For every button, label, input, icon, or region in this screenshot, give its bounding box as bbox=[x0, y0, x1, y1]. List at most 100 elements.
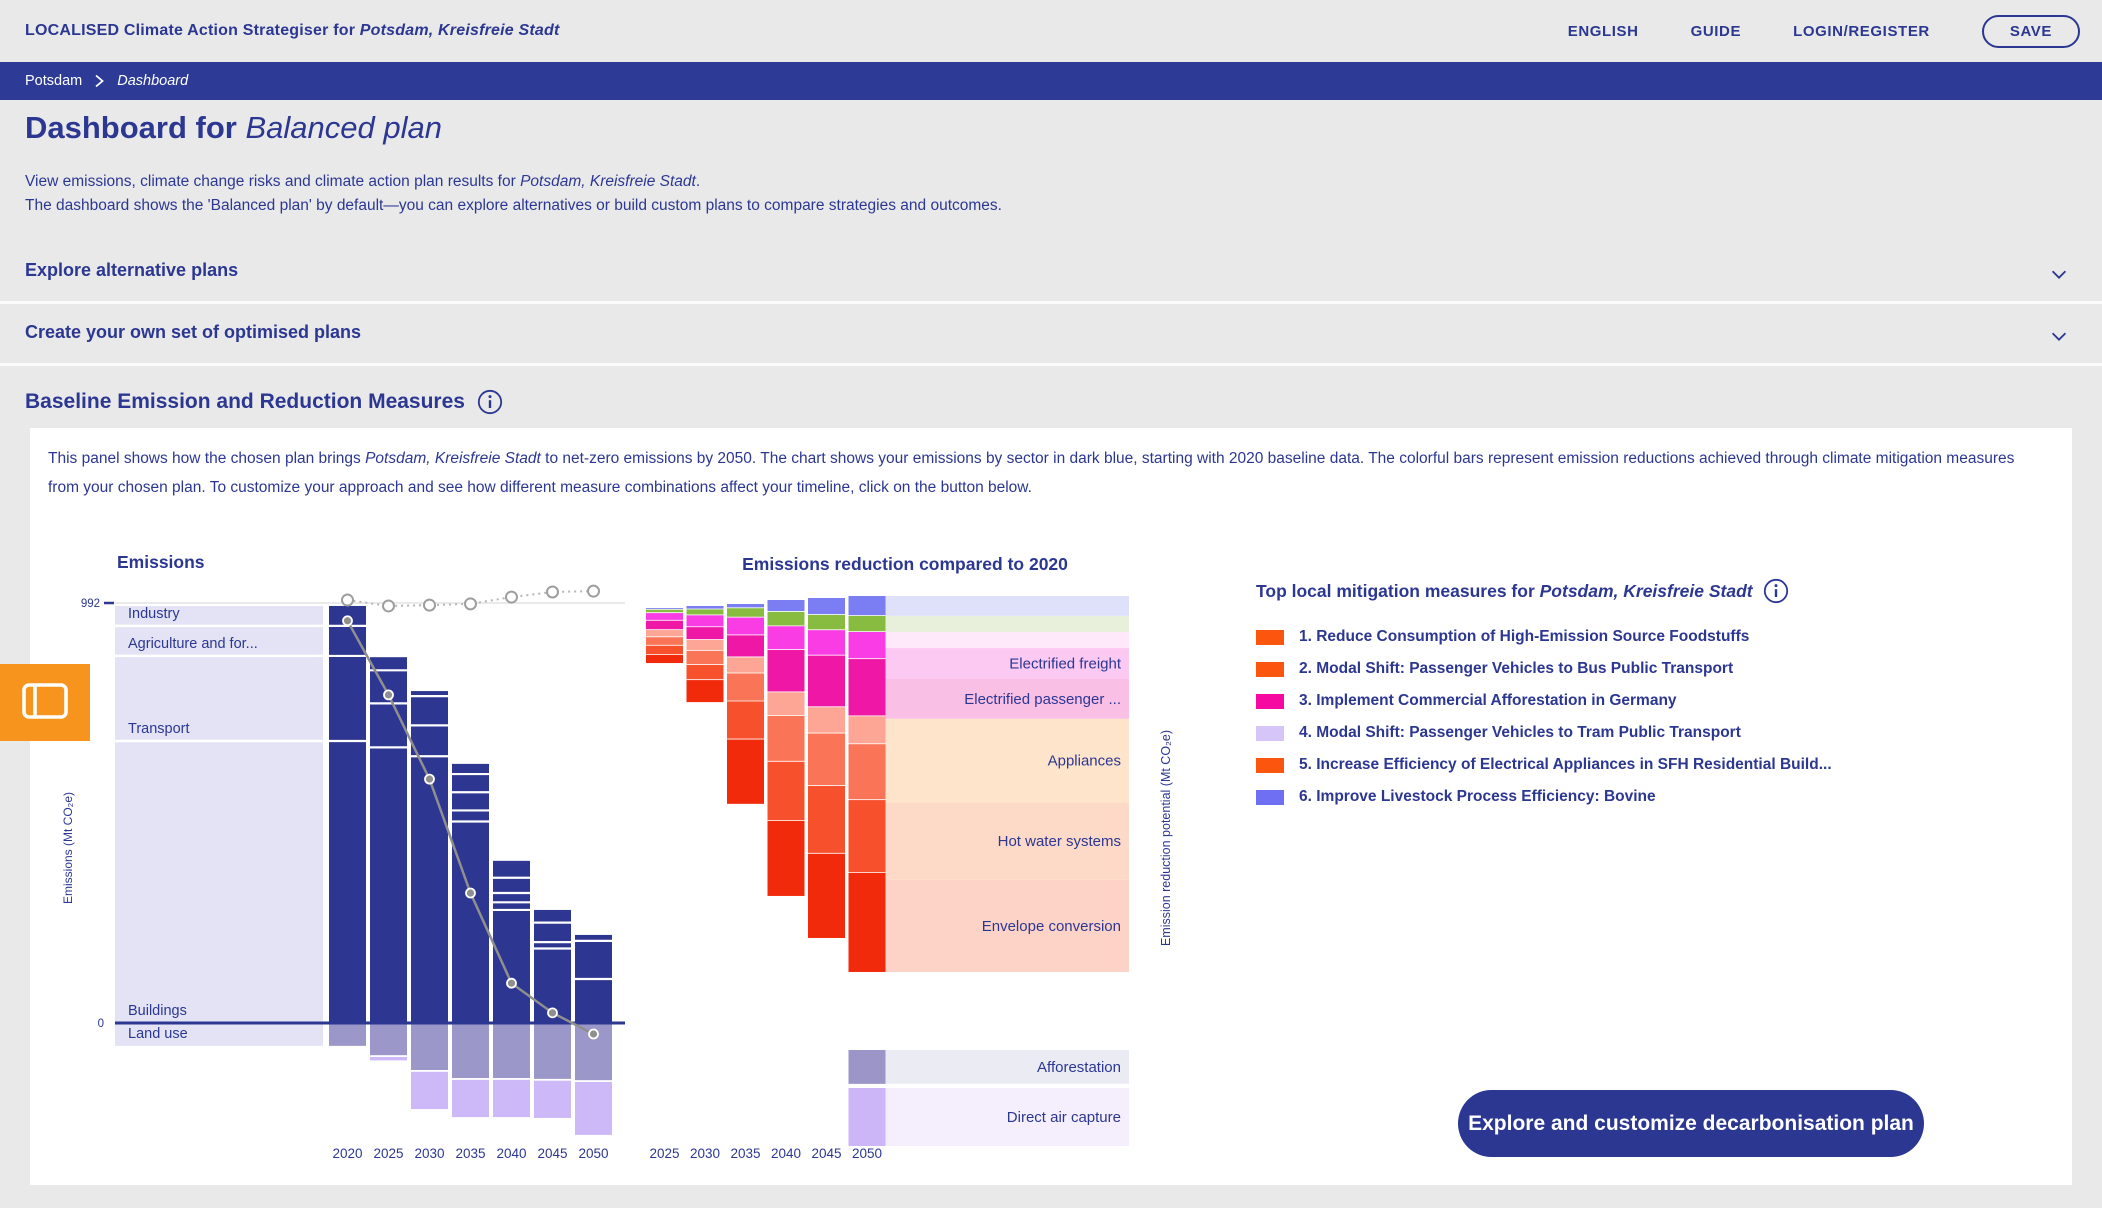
band-label: Envelope conversion bbox=[982, 918, 1121, 935]
emissions-bar-2030 bbox=[411, 691, 448, 1110]
sector-label: Land use bbox=[128, 1026, 188, 1042]
measure-swatch bbox=[1256, 629, 1284, 645]
emissions-bar-2040 bbox=[493, 860, 530, 1118]
x-axis-label: 2040 bbox=[496, 1146, 526, 1161]
band-label: Hot water systems bbox=[998, 833, 1121, 850]
nav-login-register[interactable]: LOGIN/REGISTER bbox=[1793, 22, 1930, 40]
band-label: Appliances bbox=[1048, 753, 1121, 770]
nav-english[interactable]: ENGLISH bbox=[1567, 22, 1639, 40]
top-nav: ENGLISH GUIDE LOGIN/REGISTER SAVE bbox=[1567, 14, 2080, 48]
x-axis-label: 2045 bbox=[811, 1146, 841, 1161]
x-axis-label: 2025 bbox=[373, 1146, 403, 1161]
page-title: Dashboard for Balanced plan bbox=[25, 110, 442, 146]
band-label: Direct air capture bbox=[1007, 1109, 1121, 1126]
chart-title: Emissions bbox=[117, 552, 205, 572]
y-tick: 0 bbox=[98, 1018, 104, 1030]
x-axis-label: 2045 bbox=[537, 1146, 567, 1161]
breadcrumb: Potsdam Dashboard bbox=[0, 62, 2102, 100]
emissions-bar-2025 bbox=[370, 657, 407, 1061]
emissions-bar-2045 bbox=[534, 909, 571, 1118]
nav-guide[interactable]: GUIDE bbox=[1690, 22, 1742, 40]
dac-negative bbox=[452, 1079, 489, 1118]
accordion-label: Explore alternative plans bbox=[25, 260, 239, 280]
dac-negative bbox=[575, 1081, 612, 1135]
x-axis-label: 2035 bbox=[730, 1146, 760, 1161]
reduction-bar-2030 bbox=[686, 606, 724, 703]
dac-negative bbox=[370, 1056, 407, 1061]
sector-label: Agriculture and for... bbox=[128, 636, 258, 652]
extension-band bbox=[885, 718, 1129, 803]
measure-item: 4. Modal Shift: Passenger Vehicles to Tr… bbox=[1256, 717, 2066, 749]
page-title-plan: Balanced plan bbox=[245, 110, 442, 145]
sidebar-panel-icon bbox=[22, 683, 68, 722]
accordion-create-optimised-plans[interactable]: Create your own set of optimised plans bbox=[0, 307, 2102, 366]
page-title-prefix: Dashboard for bbox=[25, 110, 246, 145]
measure-swatch bbox=[1256, 661, 1284, 677]
chevron-down-icon bbox=[2048, 325, 2070, 352]
x-axis-label: 2050 bbox=[578, 1146, 608, 1161]
top-measures-legend: Top local mitigation measures for Potsda… bbox=[1256, 578, 2066, 813]
reduction-bar-2045 bbox=[808, 598, 845, 938]
measure-item: 5. Increase Efficiency of Electrical App… bbox=[1256, 749, 2066, 781]
chevron-right-icon bbox=[94, 74, 105, 88]
y-axis-label: Emissions (Mt CO₂e) bbox=[61, 792, 75, 904]
extension-band bbox=[885, 615, 1129, 632]
measure-item: 6. Improve Livestock Process Efficiency:… bbox=[1256, 781, 2066, 813]
measure-swatch bbox=[1256, 789, 1284, 805]
accordion-explore-alternative-plans[interactable]: Explore alternative plans bbox=[0, 245, 2102, 304]
band-label: Afforestation bbox=[1037, 1059, 1121, 1076]
x-axis-label: 2030 bbox=[414, 1146, 444, 1161]
extension-band bbox=[885, 802, 1129, 880]
x-axis-label: 2030 bbox=[690, 1146, 720, 1161]
landuse-negative bbox=[329, 1023, 366, 1046]
x-axis-label: 2040 bbox=[771, 1146, 801, 1161]
landuse-negative bbox=[411, 1023, 448, 1070]
measure-item: 3. Implement Commercial Afforestation in… bbox=[1256, 685, 2066, 717]
landuse-negative bbox=[370, 1023, 407, 1056]
info-icon[interactable] bbox=[477, 389, 503, 415]
extension-band bbox=[885, 631, 1129, 649]
dac-negative bbox=[493, 1079, 530, 1118]
baseline-emissions-panel: This panel shows how the chosen plan bri… bbox=[30, 428, 2072, 1185]
info-icon[interactable] bbox=[1763, 578, 1789, 604]
emissions-reduction-chart: Emissions reduction compared to 2020 Elec… bbox=[646, 554, 1173, 1161]
sidebar-toggle-button[interactable] bbox=[0, 664, 90, 741]
reduction-bar-2050 bbox=[848, 596, 886, 972]
negative-row-dac bbox=[848, 1088, 1129, 1147]
measure-swatch bbox=[1256, 725, 1284, 741]
landuse-negative bbox=[493, 1023, 530, 1079]
emissions-bar-2035 bbox=[452, 763, 489, 1118]
reduction-bar-2040 bbox=[767, 600, 805, 896]
x-axis-label: 2050 bbox=[852, 1146, 882, 1161]
brand-city: Potsdam, Kreisfreie Stadt bbox=[359, 22, 560, 39]
chart-title: Emissions reduction compared to 2020 bbox=[742, 554, 1068, 574]
extension-band bbox=[885, 879, 1129, 972]
brand: LOCALISED Climate Action Strategiser for… bbox=[25, 22, 560, 40]
extension-band bbox=[885, 678, 1129, 719]
top-header: LOCALISED Climate Action Strategiser for… bbox=[0, 0, 2102, 62]
landuse-negative bbox=[534, 1023, 571, 1079]
save-button[interactable]: SAVE bbox=[1981, 14, 2080, 48]
extension-band bbox=[885, 648, 1129, 679]
sector-label: Transport bbox=[128, 721, 190, 737]
explore-customize-plan-button[interactable]: Explore and customize decarbonisation pl… bbox=[1458, 1090, 1924, 1157]
extension-band bbox=[885, 596, 1129, 616]
x-axis-label: 2025 bbox=[649, 1146, 679, 1161]
sector-label: Buildings bbox=[128, 1003, 187, 1019]
emissions-bar-2020 bbox=[329, 605, 366, 1046]
section-title: Baseline Emission and Reduction Measures bbox=[25, 390, 465, 413]
measures-title: Top local mitigation measures for Potsda… bbox=[1256, 578, 2066, 604]
x-axis-label: 2035 bbox=[455, 1146, 485, 1161]
band-label: Electrified freight bbox=[1009, 656, 1122, 673]
sector-label: Industry bbox=[128, 606, 180, 622]
page-description-line2: The dashboard shows the 'Balanced plan' … bbox=[25, 197, 1002, 214]
dac-negative bbox=[411, 1071, 448, 1110]
measure-item: 2. Modal Shift: Passenger Vehicles to Bu… bbox=[1256, 653, 2066, 685]
band-label: Electrified passenger ... bbox=[964, 691, 1121, 708]
section-head: Baseline Emission and Reduction Measures bbox=[25, 382, 503, 422]
breadcrumb-city[interactable]: Potsdam bbox=[25, 73, 83, 89]
x-axis-label: 2020 bbox=[332, 1146, 362, 1161]
measure-item: 1. Reduce Consumption of High-Emission S… bbox=[1256, 621, 2066, 653]
accordion-label: Create your own set of optimised plans bbox=[25, 322, 362, 342]
